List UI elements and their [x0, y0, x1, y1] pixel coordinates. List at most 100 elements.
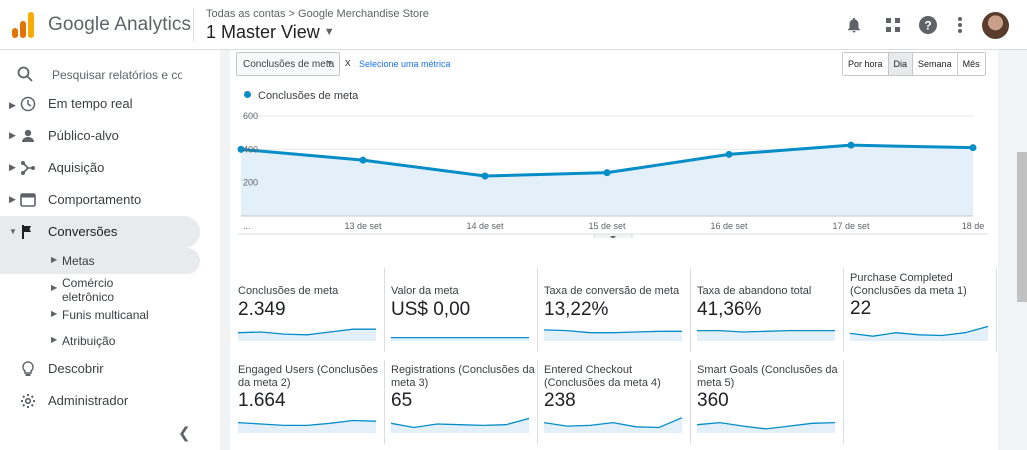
app-name[interactable]: Google Analytics — [48, 14, 192, 35]
sidebar-item-label: Comportamento — [48, 192, 142, 207]
person-icon — [22, 129, 34, 142]
x-tick-label: 15 de set — [588, 221, 626, 231]
sidebar-item-label: Administrador — [48, 393, 129, 408]
expand-arrow-icon: ▶ — [9, 130, 16, 140]
sidebar-item-admin[interactable]: Administrador — [0, 385, 200, 417]
sidebar-item-conversions[interactable]: ▼ Conversões — [0, 216, 200, 248]
sidebar-item-label: Aquisição — [48, 160, 105, 175]
scorecard[interactable]: Entered Checkout (Conclusões da meta 4) 2… — [540, 360, 691, 444]
day-button[interactable]: Dia — [888, 53, 914, 75]
sparkline-line — [238, 328, 376, 336]
sidebar-item-label: Descobrir — [48, 361, 104, 376]
svg-text:?: ? — [924, 19, 931, 33]
top-bar: Google Analytics Todas as contas > Googl… — [0, 0, 1027, 50]
sidebar-item-realtime[interactable]: ▶ Em tempo real — [0, 90, 200, 118]
expand-arrow-icon: ▶ — [51, 309, 58, 318]
metric-select[interactable]: Conclusões de meta ▼ — [236, 52, 340, 76]
sidebar-subitem-ecommerce[interactable]: ▶ Comércio eletrônico — [0, 274, 200, 304]
flag-icon — [22, 225, 31, 239]
data-point — [603, 169, 611, 177]
time-granularity-group: Por hora Dia Semana Mês — [842, 52, 986, 76]
data-point — [481, 172, 489, 180]
sidebar-item-label: Público-alvo — [48, 128, 119, 143]
sparkline — [238, 328, 376, 341]
scorecard-label: Taxa de abandono total — [697, 285, 812, 297]
avatar[interactable] — [982, 12, 1009, 39]
expand-arrow-icon: ▶ — [9, 100, 16, 110]
sidebar-item-discover[interactable]: Descobrir — [0, 353, 200, 385]
scorecard-value: 238 — [544, 390, 576, 411]
scorecard-label: Conclusões de meta — [238, 285, 339, 297]
scorecard-value: 1.664 — [238, 390, 286, 411]
month-button[interactable]: Mês — [957, 53, 985, 75]
sidebar-search[interactable]: Pesquisar relatórios e conse — [0, 50, 220, 98]
sidebar-subitem-label: Funis multicanal — [62, 308, 149, 322]
hourly-button[interactable]: Por hora — [843, 53, 889, 75]
header-divider — [193, 8, 194, 42]
scorecard-value: 41,36% — [697, 299, 762, 320]
scorecard[interactable]: Taxa de abandono total 41,36% — [693, 268, 844, 352]
scorecard[interactable]: Registrations (Conclusões da meta 3) 65 — [387, 360, 538, 444]
sidebar-subitem-goals[interactable]: ▶ Metas — [0, 248, 200, 274]
sparkline-area — [391, 337, 529, 341]
sparkline-line — [391, 417, 529, 429]
scorecard-label: Taxa de conversão de meta — [544, 285, 680, 297]
collapse-arrow-icon: ▼ — [9, 227, 17, 236]
breadcrumb[interactable]: Todas as contas > Google Merchandise Sto… — [206, 8, 429, 20]
series-area — [241, 145, 973, 216]
view-name: 1 Master View — [206, 22, 320, 42]
scorecard[interactable]: Valor da meta US$ 0,00 — [387, 268, 538, 352]
lightbulb-icon — [22, 361, 34, 376]
sidebar-item-acquisition[interactable]: ▶ Aquisição — [0, 152, 200, 184]
legend-dot — [244, 91, 251, 98]
select-metric-link[interactable]: Selecione uma métrica — [359, 59, 451, 69]
week-button[interactable]: Semana — [913, 53, 958, 75]
sparkline-area — [238, 420, 376, 433]
behavior-icon — [20, 193, 36, 207]
sparkline — [544, 417, 682, 433]
scorecard-divider — [843, 268, 844, 352]
scorecard-divider — [690, 268, 691, 352]
more-vert-icon[interactable] — [949, 14, 971, 36]
sidebar-item-audience[interactable]: ▶ Público-alvo — [0, 120, 200, 152]
scorecard-label: Smart Goals (Conclusões da meta 5) — [697, 364, 838, 389]
scorecard[interactable]: Taxa de conversão de meta 13,22% — [540, 268, 691, 352]
line-chart[interactable]: 600 400 200... 13 de set 14 de set 15 de set 1… — [230, 108, 998, 238]
search-input[interactable]: Pesquisar relatórios e conse — [52, 68, 182, 82]
y-tick-label: 400 — [243, 144, 258, 154]
scorecard[interactable]: Engaged Users (Conclusões da meta 2) 1.66… — [234, 360, 385, 444]
y-tick-label: 200 — [243, 178, 258, 188]
bell-icon[interactable] — [843, 14, 865, 36]
scorecard[interactable]: Smart Goals (Conclusões da meta 5) 360 — [693, 360, 844, 444]
help-icon[interactable]: ? — [917, 14, 939, 36]
collapse-sidebar-icon[interactable]: ❮ — [178, 425, 191, 442]
acquisition-icon — [21, 161, 35, 175]
versus-label: x — [345, 57, 351, 69]
sparkline — [391, 417, 529, 433]
expand-arrow-icon: ▶ — [51, 335, 58, 344]
scorecard[interactable]: Purchase Completed (Conclusões da meta 1… — [846, 268, 997, 352]
analytics-logo-icon[interactable] — [12, 12, 34, 38]
sparkline-line — [850, 325, 988, 337]
y-tick-label: 600 — [243, 111, 258, 121]
expand-arrow-icon: ▶ — [9, 162, 16, 172]
chart-legend[interactable]: Conclusões de meta — [244, 90, 358, 102]
scorecard-divider — [690, 360, 691, 444]
apps-icon[interactable] — [882, 14, 904, 36]
scorecard[interactable]: Conclusões de meta 2.349 — [234, 268, 385, 352]
sparkline-area — [697, 330, 835, 341]
sidebar-subitem-multichannel[interactable]: ▶ Funis multicanal — [0, 302, 200, 328]
scorecard-divider — [537, 360, 538, 444]
sidebar-item-behavior[interactable]: ▶ Comportamento — [0, 184, 200, 216]
sidebar-subitem-attribution[interactable]: ▶ Atribuição — [0, 328, 200, 354]
sparkline-area — [697, 422, 835, 433]
scrollbar-thumb[interactable] — [1017, 152, 1027, 302]
sparkline-line — [544, 417, 682, 429]
sparkline — [391, 336, 529, 341]
expand-arrow-icon: ▶ — [51, 283, 58, 292]
x-tick-label: 16 de set — [710, 221, 748, 231]
view-selector[interactable]: 1 Master View ▼ — [206, 22, 335, 43]
sparkline — [238, 419, 376, 433]
report-panel: Conclusões de meta ▼ x Selecione uma mét… — [230, 50, 998, 450]
sparkline-area — [850, 326, 988, 341]
